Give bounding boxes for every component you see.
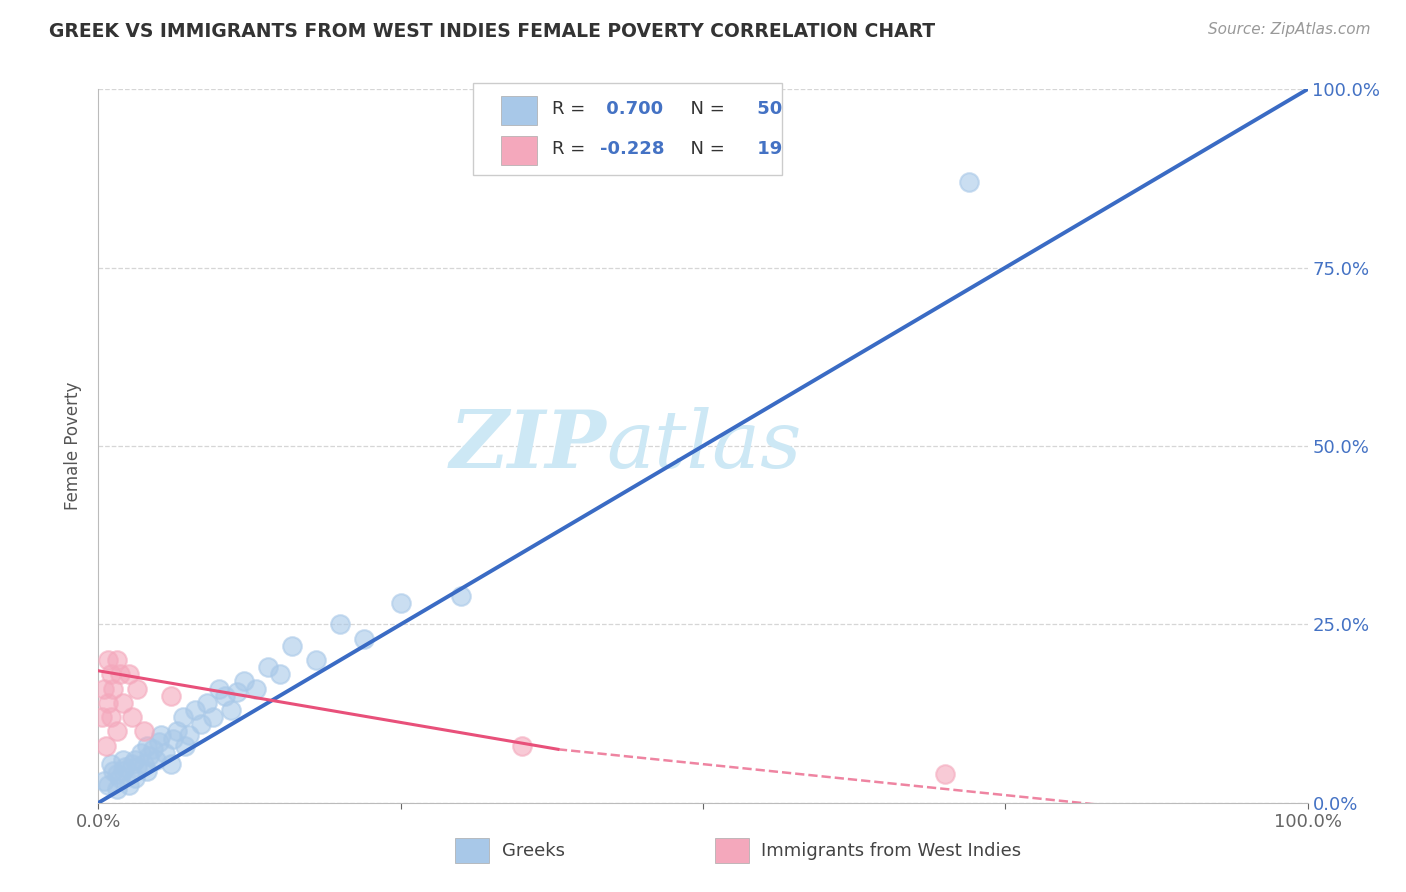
- Y-axis label: Female Poverty: Female Poverty: [65, 382, 83, 510]
- Point: [179, 728, 201, 742]
- Point: [111, 753, 134, 767]
- Text: -0.228: -0.228: [600, 139, 665, 158]
- Text: N =: N =: [679, 139, 730, 158]
- Point: [510, 739, 533, 753]
- FancyBboxPatch shape: [474, 84, 782, 175]
- Point: [202, 710, 225, 724]
- Point: [145, 753, 167, 767]
- Point: [105, 653, 128, 667]
- Point: [226, 685, 249, 699]
- Point: [135, 764, 157, 778]
- Text: 19: 19: [751, 139, 783, 158]
- Point: [184, 703, 207, 717]
- FancyBboxPatch shape: [716, 838, 749, 863]
- Point: [190, 717, 212, 731]
- Point: [172, 710, 194, 724]
- Point: [124, 753, 146, 767]
- Text: atlas: atlas: [606, 408, 801, 484]
- Point: [101, 764, 124, 778]
- Point: [232, 674, 254, 689]
- Point: [195, 696, 218, 710]
- Text: 50: 50: [751, 100, 783, 118]
- Text: ZIP: ZIP: [450, 408, 606, 484]
- Text: Greeks: Greeks: [502, 842, 565, 860]
- Point: [118, 667, 141, 681]
- Point: [134, 756, 156, 771]
- Point: [121, 756, 143, 771]
- Text: N =: N =: [679, 100, 730, 118]
- Point: [134, 724, 156, 739]
- Point: [353, 632, 375, 646]
- Point: [138, 749, 160, 764]
- Point: [160, 689, 183, 703]
- Point: [221, 703, 243, 717]
- Text: Source: ZipAtlas.com: Source: ZipAtlas.com: [1208, 22, 1371, 37]
- Point: [100, 710, 122, 724]
- Point: [174, 739, 197, 753]
- Point: [93, 774, 115, 789]
- Point: [934, 767, 956, 781]
- Point: [166, 724, 188, 739]
- Point: [129, 746, 152, 760]
- Text: R =: R =: [551, 100, 591, 118]
- Point: [245, 681, 267, 696]
- Point: [105, 781, 128, 796]
- Point: [111, 764, 134, 778]
- Point: [305, 653, 328, 667]
- Point: [114, 760, 136, 774]
- Point: [957, 175, 980, 189]
- Text: Immigrants from West Indies: Immigrants from West Indies: [761, 842, 1021, 860]
- Text: GREEK VS IMMIGRANTS FROM WEST INDIES FEMALE POVERTY CORRELATION CHART: GREEK VS IMMIGRANTS FROM WEST INDIES FEM…: [49, 22, 935, 41]
- Point: [91, 710, 114, 724]
- Point: [97, 778, 120, 792]
- Text: 0.700: 0.700: [600, 100, 664, 118]
- Point: [127, 681, 149, 696]
- Point: [121, 710, 143, 724]
- Point: [118, 778, 141, 792]
- Point: [108, 771, 131, 785]
- Point: [135, 739, 157, 753]
- Point: [150, 728, 173, 742]
- Point: [100, 667, 122, 681]
- FancyBboxPatch shape: [501, 136, 537, 164]
- Point: [105, 724, 128, 739]
- FancyBboxPatch shape: [456, 838, 489, 863]
- Point: [214, 689, 236, 703]
- Point: [127, 760, 149, 774]
- Point: [450, 589, 472, 603]
- Point: [94, 739, 117, 753]
- FancyBboxPatch shape: [501, 96, 537, 125]
- Point: [160, 756, 183, 771]
- Point: [101, 681, 124, 696]
- Point: [111, 696, 134, 710]
- Point: [153, 746, 176, 760]
- Point: [162, 731, 184, 746]
- Point: [389, 596, 412, 610]
- Point: [97, 696, 120, 710]
- Point: [269, 667, 291, 681]
- Point: [208, 681, 231, 696]
- Point: [93, 681, 115, 696]
- Point: [97, 653, 120, 667]
- Point: [256, 660, 278, 674]
- Point: [124, 771, 146, 785]
- Point: [105, 767, 128, 781]
- Point: [100, 756, 122, 771]
- Point: [108, 667, 131, 681]
- Text: R =: R =: [551, 139, 591, 158]
- Point: [148, 735, 170, 749]
- Point: [329, 617, 352, 632]
- Point: [142, 742, 165, 756]
- Point: [281, 639, 304, 653]
